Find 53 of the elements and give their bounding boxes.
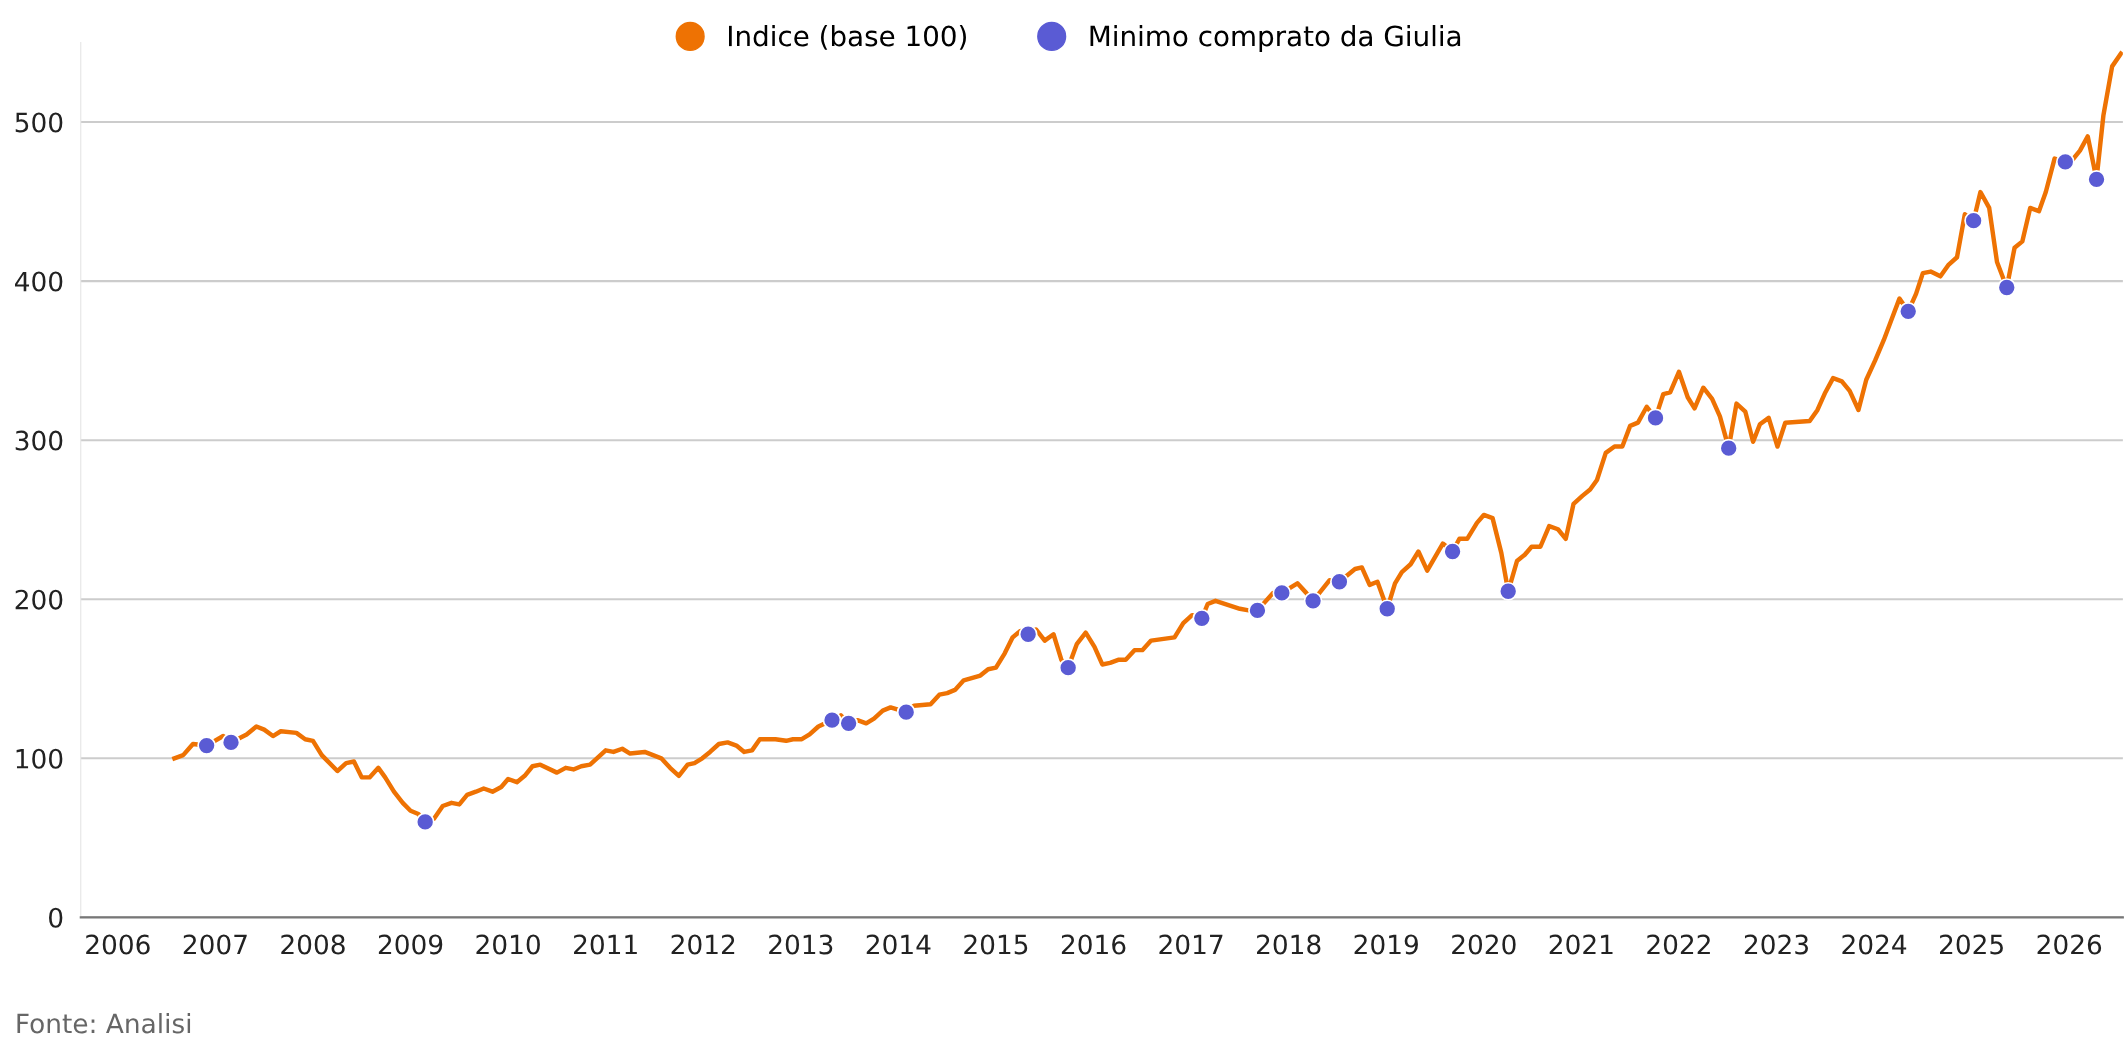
point [1303, 591, 1323, 611]
x-tick-label: 2016 [1061, 934, 1126, 955]
point [1719, 438, 1739, 458]
point [1898, 301, 1918, 321]
point [1248, 601, 1267, 620]
x-tick-label: 2023 [1744, 934, 1808, 955]
point [1192, 608, 1212, 628]
point [1498, 581, 1518, 601]
y-tick-label: 200 [15, 589, 63, 610]
y-tick-label: 300 [15, 430, 63, 451]
source-note: Fonte: Analisi [17, 1013, 191, 1034]
x-tick-label: 2021 [1549, 934, 1613, 955]
point [1443, 542, 1462, 561]
x-tick-label: 2008 [281, 934, 345, 955]
x-tick-label: 2025 [1940, 934, 2003, 955]
x-tick-label: 2014 [866, 934, 931, 955]
x-tick-label: 2009 [378, 934, 443, 955]
x-tick-label: 2012 [671, 934, 735, 955]
x-tick-label: 2011 [574, 934, 637, 955]
y-tick-label: 100 [16, 748, 63, 769]
x-tick-label: 2015 [964, 934, 1028, 955]
legend-label: Minimo comprato da Giulia [1090, 25, 1461, 52]
x-tick-label: 2006 [86, 934, 150, 955]
y-tick-label: 500 [15, 112, 63, 133]
x-tick-label: 2007 [183, 934, 247, 955]
x-tick-label: 2019 [1354, 934, 1418, 955]
point [197, 736, 216, 755]
x-tick-label: 2010 [476, 934, 540, 955]
point [1272, 583, 1292, 603]
y-tick-label: 0 [49, 907, 63, 928]
x-tick-label: 2024 [1842, 934, 1907, 955]
point [839, 713, 858, 733]
point [1377, 599, 1397, 619]
point [1018, 624, 1038, 644]
point [1330, 572, 1349, 592]
point [1058, 658, 1078, 677]
point [1997, 278, 2017, 297]
point [221, 733, 241, 752]
x-tick-label: 2018 [1257, 934, 1321, 955]
point [2055, 152, 2075, 172]
point [1646, 408, 1665, 428]
x-tick-label: 2013 [769, 934, 833, 955]
x-tick-label: 2026 [2037, 934, 2102, 955]
point [2087, 169, 2106, 189]
point [415, 812, 435, 832]
point [822, 710, 842, 730]
point [1964, 211, 1983, 231]
point [896, 702, 916, 722]
x-tick-label: 2022 [1647, 934, 1710, 955]
x-tick-label: 2020 [1452, 934, 1516, 955]
x-tick-label: 2017 [1159, 934, 1223, 955]
legend-label: Indice (base 100) [729, 25, 966, 50]
y-tick-label: 400 [15, 271, 63, 292]
